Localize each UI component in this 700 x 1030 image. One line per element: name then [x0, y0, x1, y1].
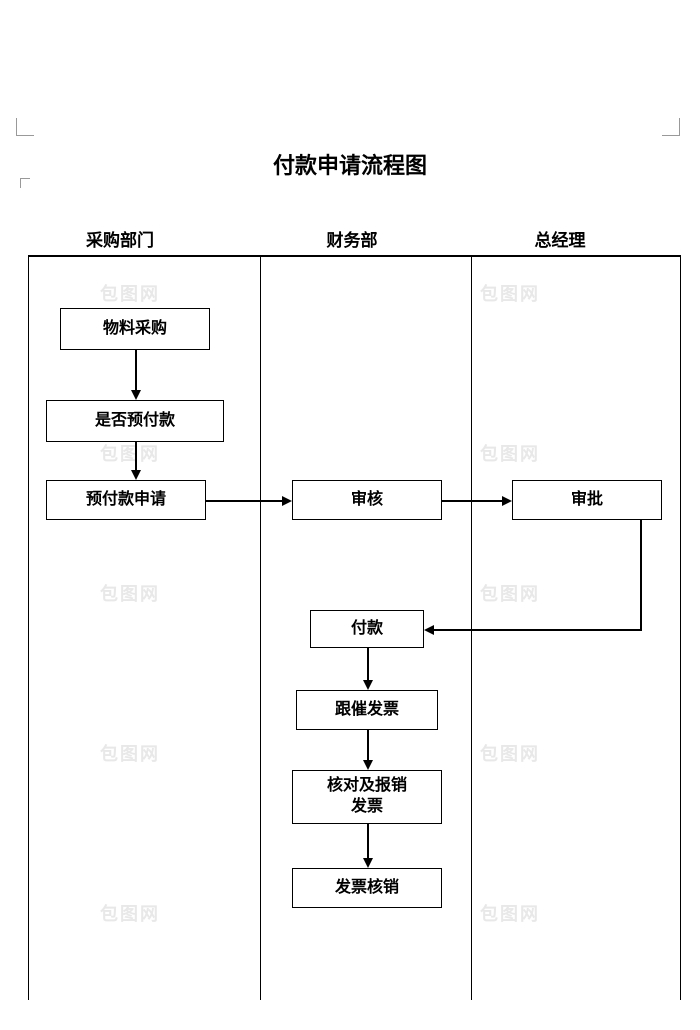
edge-line	[442, 500, 504, 502]
watermark-text: 包图网	[100, 440, 160, 466]
column-header: 采购部门	[70, 226, 170, 251]
swimlane-line	[680, 255, 681, 1000]
arrow-head-icon	[363, 858, 373, 868]
arrow-head-icon	[131, 390, 141, 400]
watermark-text: 包图网	[100, 740, 160, 766]
edge-line	[135, 350, 137, 392]
edge-line	[206, 500, 284, 502]
watermark-text: 包图网	[100, 900, 160, 926]
watermark-text: 包图网	[480, 440, 540, 466]
flowchart-node: 是否预付款	[46, 400, 224, 442]
arrow-head-icon	[282, 496, 292, 506]
diagram-title: 付款申请流程图	[0, 148, 700, 180]
arrow-head-icon	[131, 470, 141, 480]
edge-line	[640, 520, 642, 629]
arrow-head-icon	[363, 760, 373, 770]
watermark-text: 包图网	[100, 580, 160, 606]
edge-line	[367, 648, 369, 682]
arrow-head-icon	[363, 680, 373, 690]
arrow-head-icon	[424, 625, 434, 635]
flowchart-node: 审核	[292, 480, 442, 520]
edge-line	[432, 629, 642, 631]
swimlane-line	[471, 255, 472, 1000]
flowchart-node: 核对及报销发票	[292, 770, 442, 824]
flowchart-node: 预付款申请	[46, 480, 206, 520]
arrow-head-icon	[502, 496, 512, 506]
column-header: 财务部	[302, 226, 402, 251]
crop-mark	[662, 118, 680, 136]
swimlane-line	[260, 255, 261, 1000]
edge-line	[367, 824, 369, 860]
flowchart-node: 跟催发票	[296, 690, 438, 730]
flowchart-node: 付款	[310, 610, 424, 648]
crop-mark	[16, 118, 34, 136]
flowchart-node: 物料采购	[60, 308, 210, 350]
watermark-text: 包图网	[480, 580, 540, 606]
flowchart-node: 发票核销	[292, 868, 442, 908]
watermark-text: 包图网	[100, 280, 160, 306]
flowchart-node: 审批	[512, 480, 662, 520]
watermark-text: 包图网	[480, 900, 540, 926]
edge-line	[367, 730, 369, 762]
watermark-text: 包图网	[480, 740, 540, 766]
swimlane-line	[28, 255, 29, 1000]
edge-line	[135, 442, 137, 472]
watermark-text: 包图网	[480, 280, 540, 306]
column-header: 总经理	[510, 226, 610, 251]
header-underline	[28, 255, 680, 257]
